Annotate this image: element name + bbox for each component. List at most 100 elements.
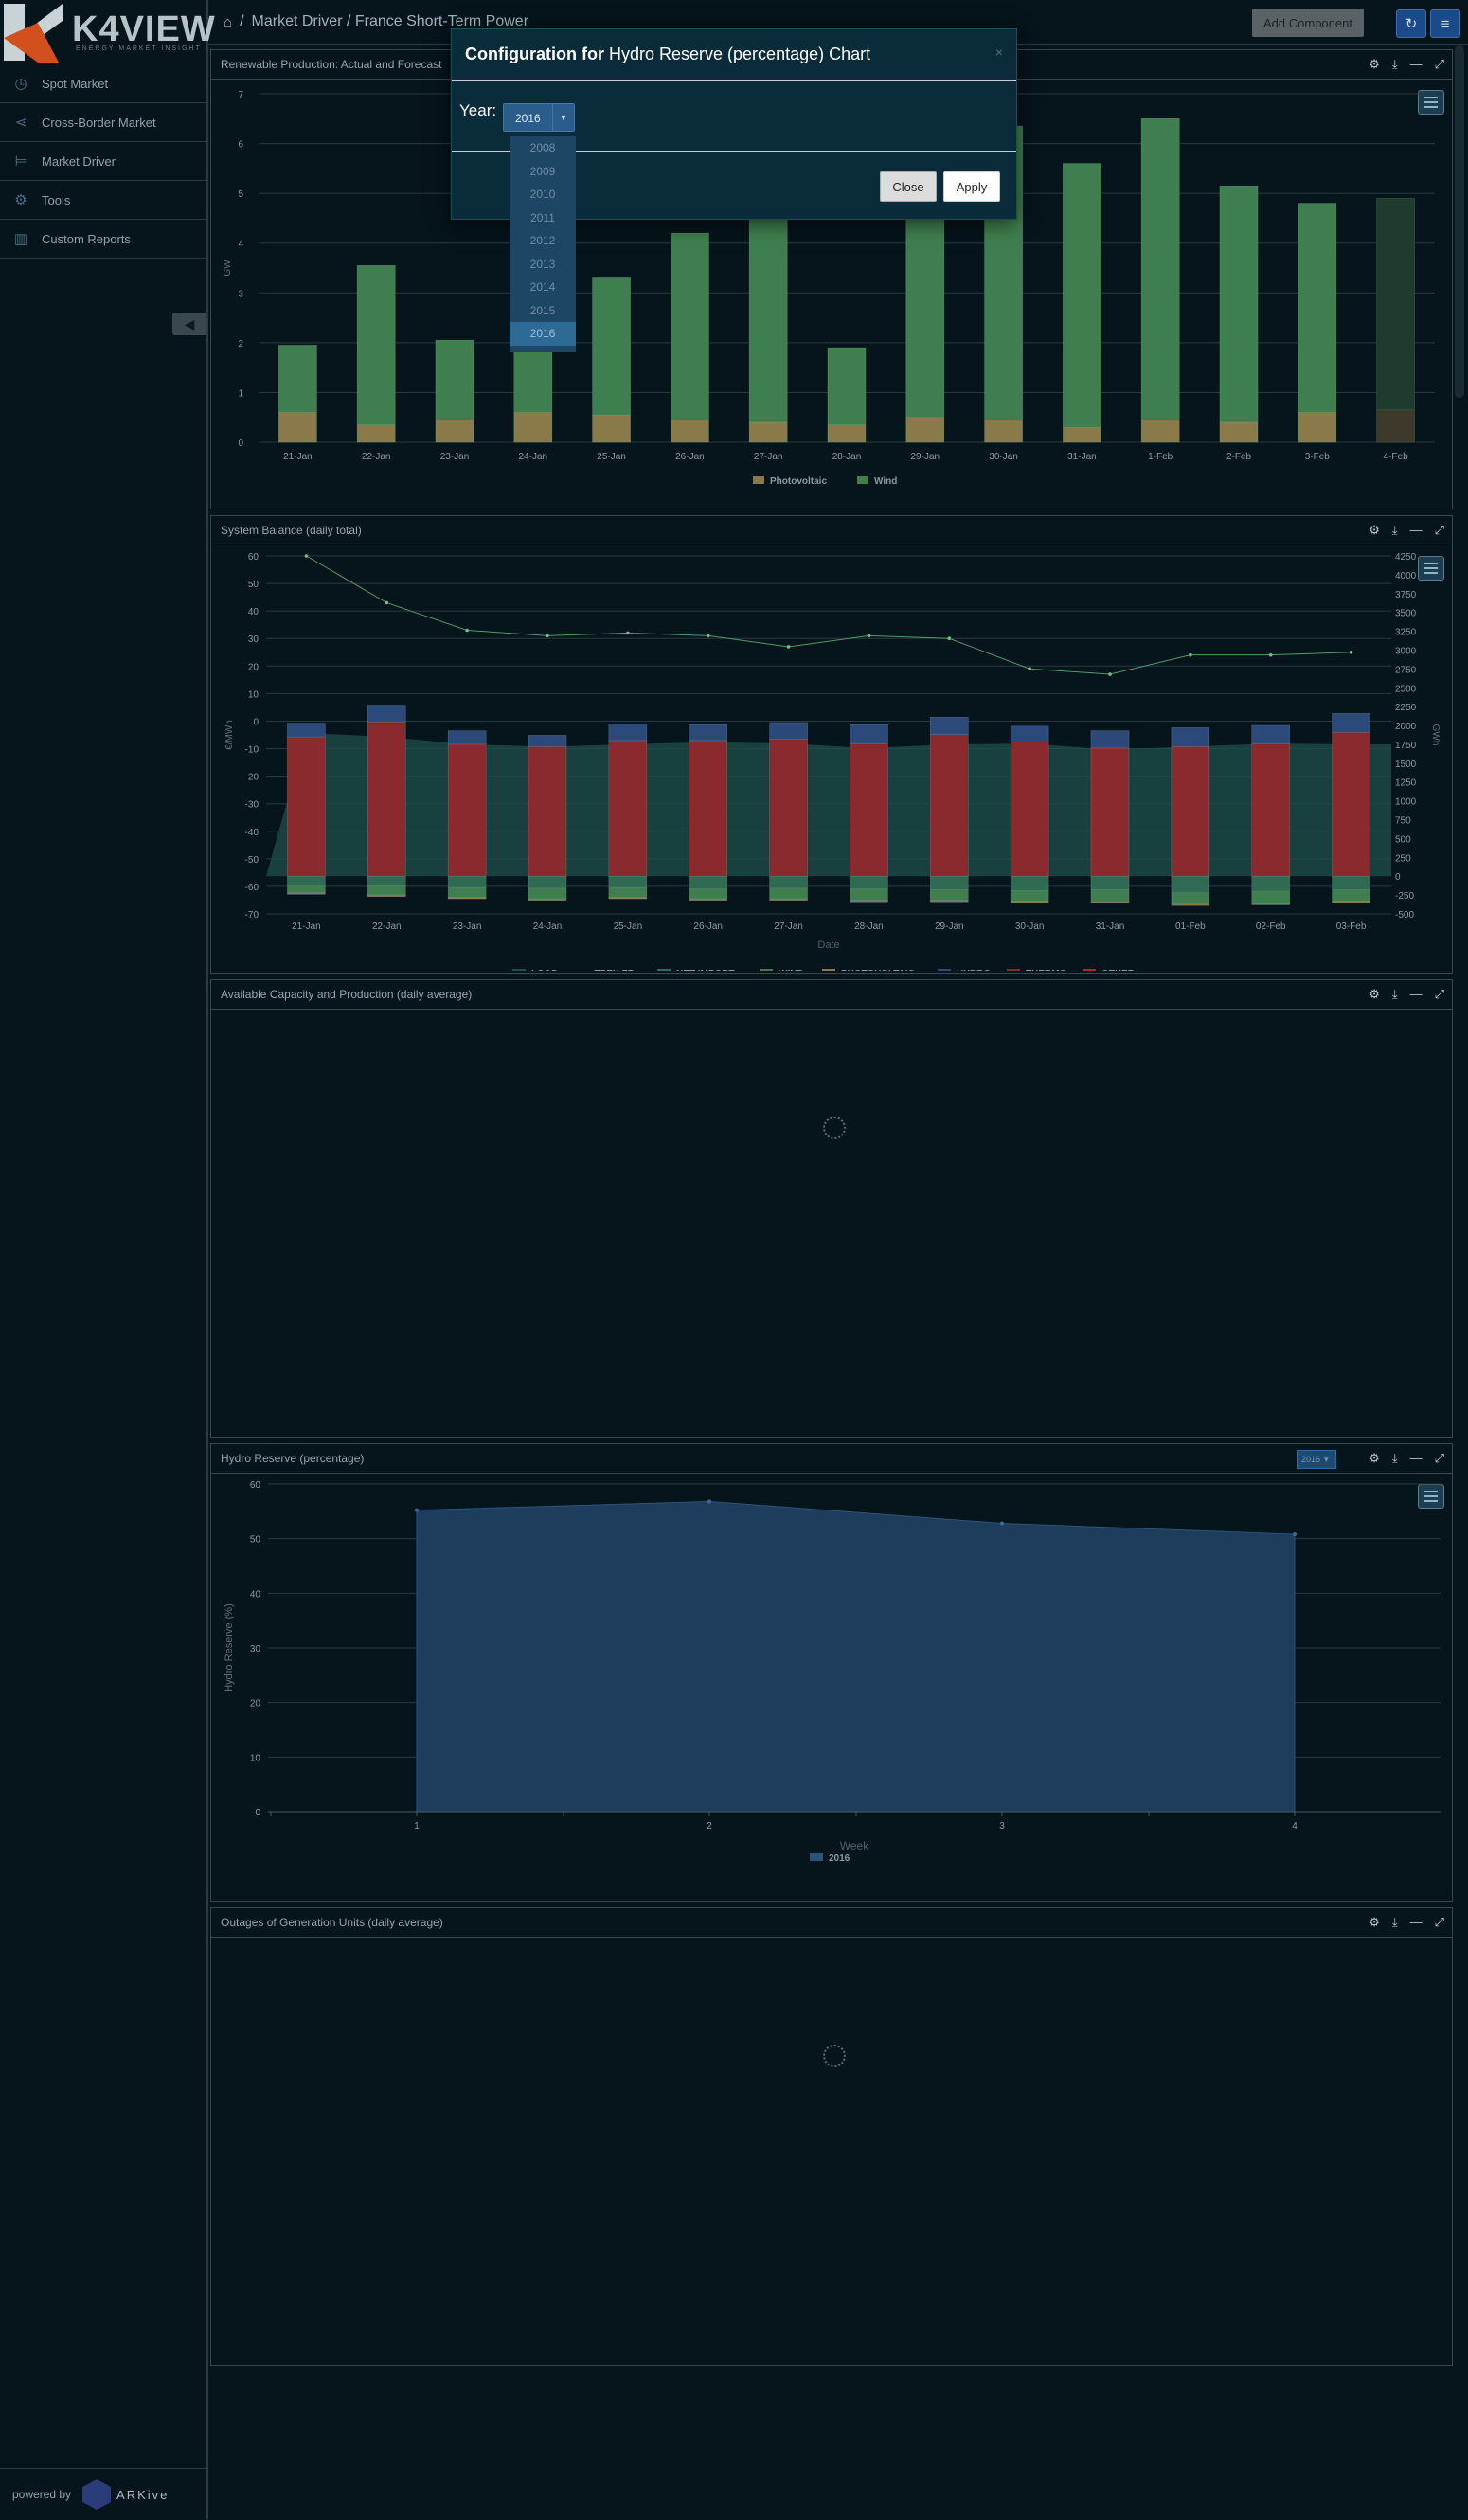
add-component-button[interactable]: Add Component [1252,9,1364,37]
arkive-logo-icon [82,2479,112,2510]
chart-context-menu-button[interactable] [1418,556,1444,581]
bar-photovoltaic [356,424,396,443]
point-epex-fr [385,600,389,605]
expand-icon[interactable]: ⤢ [1434,57,1444,71]
app-logo[interactable]: K4VIEW ENERGY MARKET INSIGHT [0,0,215,66]
legend-swatch [822,969,835,971]
gear-icon[interactable]: ⚙ [1369,523,1380,537]
expand-icon[interactable]: ⤢ [1434,1915,1444,1929]
minimize-icon[interactable]: — [1409,1915,1423,1929]
loading-spinner-icon [823,1117,846,1139]
panel-header: Available Capacity and Production (daily… [211,980,1452,1010]
year-option[interactable]: 2011 [530,210,555,224]
gear-icon[interactable]: ⚙ [1369,1451,1380,1465]
legend-swatch [512,969,526,971]
expand-icon[interactable]: ⤢ [1434,1451,1444,1465]
year-option[interactable]: 2012 [529,234,556,248]
gear-icon[interactable]: ⚙ [1369,987,1380,1001]
bar-net-import [930,875,969,890]
area-2016 [416,1500,1296,1813]
sidebar-item-cross-border-market[interactable]: ⋖ Cross-Border Market [0,103,206,142]
close-icon[interactable]: × [994,45,1003,60]
year-option-selected[interactable]: 2016 [510,322,576,346]
expand-icon[interactable]: ⤢ [1434,523,1444,537]
legend-label: PHOTOVOLTAIC [841,969,915,971]
y-tick-label: 0 [238,438,243,449]
point-epex-fr [1349,650,1353,654]
y-axis-label: €/MWh [224,720,235,750]
bar-wind [1251,890,1290,904]
download-icon[interactable]: ⤓ [1391,523,1398,537]
chart-context-menu-button[interactable] [1418,1484,1444,1509]
sidebar-item-custom-reports[interactable]: ▥ Custom Reports [0,220,206,259]
gear-icon[interactable]: ⚙ [1369,57,1380,71]
minimize-icon[interactable]: — [1409,57,1423,71]
close-button[interactable]: Close [880,171,937,202]
bar-thermo [287,736,326,877]
apply-button[interactable]: Apply [943,171,1000,202]
year-option[interactable]: 2015 [529,303,556,317]
bar-wind [1090,889,1130,903]
bar-photovoltaic [769,898,808,901]
year-option[interactable]: 2009 [529,164,556,178]
page-scrollbar[interactable] [1455,45,1464,398]
year-select-mini[interactable]: 2016 ▾ [1297,1450,1336,1469]
download-icon[interactable]: ⤓ [1391,57,1398,71]
year-label: Year: [459,101,497,119]
point-epex-fr [1028,667,1031,671]
bar-thermo [608,740,648,877]
bar-thermo [367,721,406,877]
y2-tick-label: -500 [1395,910,1414,920]
refresh-button[interactable]: ↻ [1396,9,1426,38]
y-tick-label: 30 [250,1644,261,1654]
minimize-icon[interactable]: — [1409,1451,1423,1465]
signpost-icon: ⊨ [14,153,27,170]
sidebar-item-tools[interactable]: ⚙ Tools [0,181,206,220]
hydro-reserve-chart: 0 10 20 30 40 50 60 Hydro Reserve (%) 1 2 3 4 Week20… [224,1480,1441,1864]
bar-thermo [769,739,808,877]
minimize-icon[interactable]: — [1409,523,1423,537]
expand-icon[interactable]: ⤢ [1434,987,1444,1001]
bar-wind [827,347,867,425]
minimize-icon[interactable]: — [1409,987,1423,1001]
year-option[interactable]: 2013 [529,257,556,271]
year-select[interactable]: 2016 ▼ [503,103,575,132]
bar-wind [1332,889,1370,902]
bar-wind [1063,163,1101,428]
point-epex-fr [706,634,710,638]
modal-divider [452,80,1016,81]
year-option[interactable]: 2008 [529,141,556,155]
y-tick-label: 7 [238,90,243,100]
bar-wind [356,265,396,425]
legend-swatch [760,969,773,971]
gear-icon[interactable]: ⚙ [1369,1915,1380,1929]
panel-header: System Balance (daily total) ⚙ ⤓ — ⤢ [211,516,1452,545]
bar-hydro [608,724,648,742]
breadcrumb-path[interactable]: Market Driver / France Short-Term Power [251,13,529,29]
sidebar-item-market-driver[interactable]: ⊨ Market Driver [0,142,206,181]
legend-label: OTHER [1101,969,1136,971]
sidebar-item-spot-market[interactable]: ◷ Spot Market [0,64,206,103]
bar-hydro [1171,727,1210,747]
point-epex-fr [1268,652,1273,657]
x-tick-label: 4-Feb [1384,452,1409,462]
bar-wind [447,886,487,898]
bar-photovoltaic [278,412,317,443]
bar-net-import [608,875,648,888]
download-icon[interactable]: ⤓ [1391,1915,1398,1929]
home-icon[interactable]: ⌂ [224,13,233,30]
download-icon[interactable]: ⤓ [1391,987,1398,1001]
menu-button[interactable]: ≡ [1430,9,1460,38]
legend-swatch [753,476,764,484]
bar-wind [905,192,945,419]
download-icon[interactable]: ⤓ [1391,1451,1398,1465]
bar-net-import [689,875,727,889]
bar-photovoltaic [984,420,1023,443]
system-balance-chart: 60 50 40 30 20 10 0 -10 -20 -30 -40 -50 -60 -70 4250 40… [224,552,1441,971]
year-option[interactable]: 2014 [529,280,556,295]
year-option[interactable]: 2010 [529,188,556,202]
legend-label: Photovoltaic [770,476,827,487]
bar-net-import [287,875,326,886]
collapse-sidebar-button[interactable]: ◀ [172,313,206,335]
bar-photovoltaic [1251,903,1290,905]
